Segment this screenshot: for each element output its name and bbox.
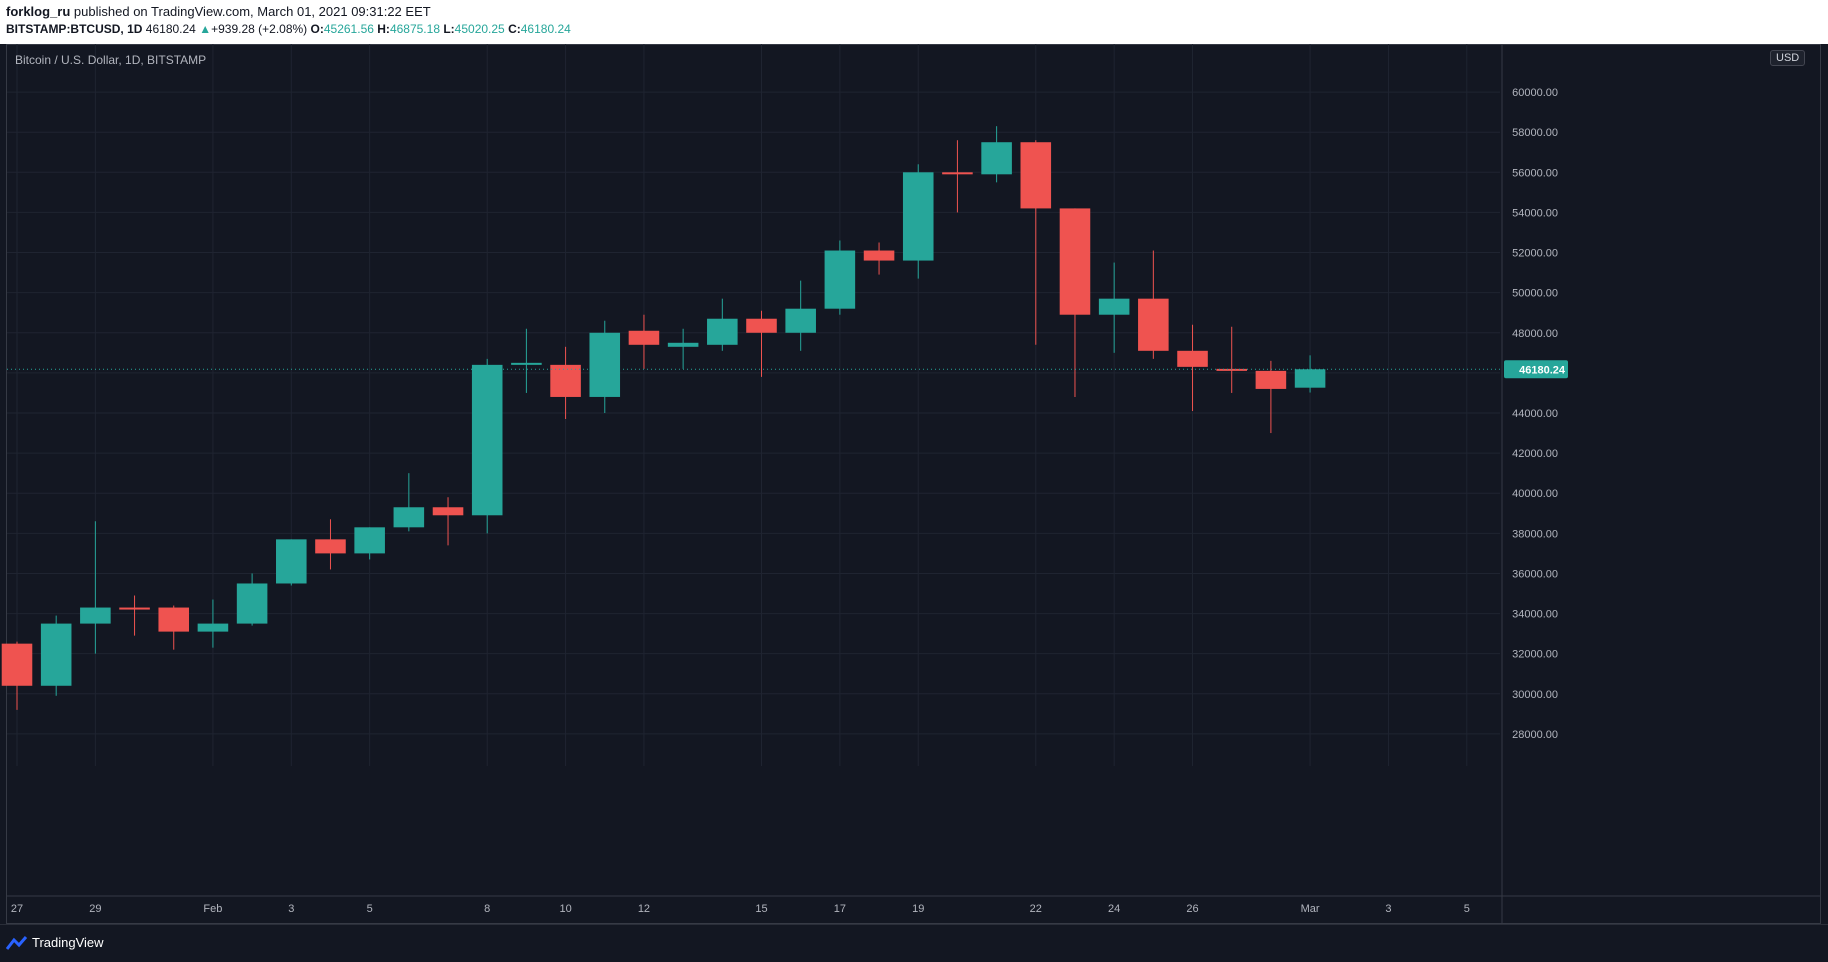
y-tick-label: 28000.00: [1512, 729, 1558, 741]
open-label: O:: [310, 22, 324, 36]
y-tick-label: 52000.00: [1512, 248, 1558, 260]
y-tick-label: 50000.00: [1512, 288, 1558, 300]
last-price-label: 46180.24: [1519, 364, 1566, 376]
low-value: 45020.25: [454, 22, 505, 36]
brand-name: TradingView: [32, 935, 104, 950]
candle-body-down[interactable]: [432, 507, 464, 516]
x-tick-label: 12: [638, 903, 650, 915]
candle-body-up[interactable]: [707, 318, 738, 345]
currency-button[interactable]: USD: [1770, 50, 1806, 66]
x-tick-label: 8: [484, 903, 490, 915]
candle-body-down[interactable]: [1255, 370, 1287, 389]
y-tick-label: 36000.00: [1512, 568, 1558, 580]
y-tick-label: 48000.00: [1512, 328, 1558, 340]
up-arrow-icon: ▲: [199, 22, 212, 36]
last-price-badge: [1504, 360, 1568, 379]
y-tick-label: 42000.00: [1512, 448, 1558, 460]
y-tick-label: 56000.00: [1512, 167, 1558, 179]
x-tick-label: 3: [288, 903, 294, 915]
x-tick-label: 3: [1385, 903, 1391, 915]
candle-body-up[interactable]: [902, 172, 934, 261]
footer: TradingView: [0, 924, 1828, 962]
ohlc-legend: BITSTAMP:BTCUSD, 1D 46180.24 ▲+939.28 (+…: [6, 22, 571, 36]
low-label: L:: [443, 22, 455, 36]
publication-line: forklog_ru published on TradingView.com,…: [6, 4, 431, 19]
last-price-text: 46180.24: [145, 22, 196, 36]
tradingview-brand[interactable]: TradingView: [6, 935, 104, 950]
candle-body-down[interactable]: [746, 318, 777, 333]
x-tick-label: 26: [1186, 903, 1198, 915]
candle-body-up[interactable]: [354, 527, 385, 554]
candle-body-up[interactable]: [511, 362, 542, 365]
tradingview-logo-icon: [6, 935, 28, 950]
candle-body-up[interactable]: [276, 539, 307, 584]
x-tick-label: 22: [1030, 903, 1042, 915]
author-link[interactable]: forklog_ru: [6, 4, 71, 19]
candle-body-down[interactable]: [158, 607, 190, 632]
candle-body-down[interactable]: [1138, 298, 1169, 351]
candle-body-up[interactable]: [667, 342, 699, 347]
candle-body-up[interactable]: [80, 607, 111, 624]
publication-header: forklog_ru published on TradingView.com,…: [0, 0, 1828, 44]
candle-body-up[interactable]: [40, 623, 72, 686]
candle-body-up[interactable]: [981, 142, 1012, 175]
x-tick-label: 5: [367, 903, 373, 915]
candle-body-down[interactable]: [315, 539, 346, 554]
high-value: 46875.18: [389, 22, 440, 36]
symbol-label: BITSTAMP:BTCUSD, 1D: [6, 22, 143, 36]
change-text: +939.28 (+2.08%): [211, 22, 308, 36]
candlestick-chart[interactable]: 28000.00 30000.00 32000.00 34000.00 36000.00…: [0, 0, 1828, 924]
y-tick-label: 60000.00: [1512, 87, 1558, 99]
x-tick-label: 27: [11, 903, 23, 915]
candle-body-down[interactable]: [628, 330, 660, 345]
candle-body-up[interactable]: [785, 308, 816, 333]
x-tick-label: 29: [89, 903, 101, 915]
y-tick-label: 32000.00: [1512, 649, 1558, 661]
chart-title: Bitcoin / U.S. Dollar, 1D, BITSTAMP: [15, 53, 207, 67]
x-tick-label: 17: [834, 903, 846, 915]
candle-body-down[interactable]: [119, 607, 150, 610]
high-label: H:: [377, 22, 390, 36]
published-text: published on TradingView.com, March 01, …: [73, 4, 431, 19]
y-tick-label: 40000.00: [1512, 488, 1558, 500]
candle-body-up[interactable]: [1098, 298, 1130, 315]
candle-body-up[interactable]: [471, 364, 503, 516]
candle-body-down[interactable]: [1059, 208, 1091, 315]
candle-body-down[interactable]: [1177, 350, 1208, 367]
close-value: 46180.24: [520, 22, 571, 36]
y-tick-label: 30000.00: [1512, 689, 1558, 701]
candle-body-down[interactable]: [1, 643, 33, 686]
candle-body-up[interactable]: [824, 250, 856, 309]
y-tick-label: 58000.00: [1512, 127, 1558, 139]
x-tick-label: 10: [559, 903, 571, 915]
y-tick-label: 38000.00: [1512, 528, 1558, 540]
candle-body-up[interactable]: [1294, 369, 1326, 388]
y-tick-label: 44000.00: [1512, 408, 1558, 420]
candle-body-down[interactable]: [942, 172, 973, 175]
candle-body-up[interactable]: [236, 583, 268, 624]
x-tick-label: 15: [755, 903, 767, 915]
candle-body-down[interactable]: [550, 364, 581, 397]
candle-body-up[interactable]: [393, 507, 425, 528]
candle-body-down[interactable]: [863, 250, 895, 261]
candle-body-up[interactable]: [589, 332, 621, 397]
y-tick-label: 54000.00: [1512, 207, 1558, 219]
candle-body-down[interactable]: [1216, 368, 1247, 371]
close-label: C:: [508, 22, 521, 36]
x-tick-label: 24: [1108, 903, 1120, 915]
y-tick-label: 34000.00: [1512, 609, 1558, 621]
candle-body-up[interactable]: [197, 623, 229, 632]
x-tick-label: 19: [912, 903, 924, 915]
x-tick-label: Feb: [203, 903, 222, 915]
x-tick-label: 5: [1464, 903, 1470, 915]
candle-body-down[interactable]: [1020, 142, 1052, 209]
open-value: 45261.56: [323, 22, 374, 36]
x-tick-label: Mar: [1301, 903, 1320, 915]
